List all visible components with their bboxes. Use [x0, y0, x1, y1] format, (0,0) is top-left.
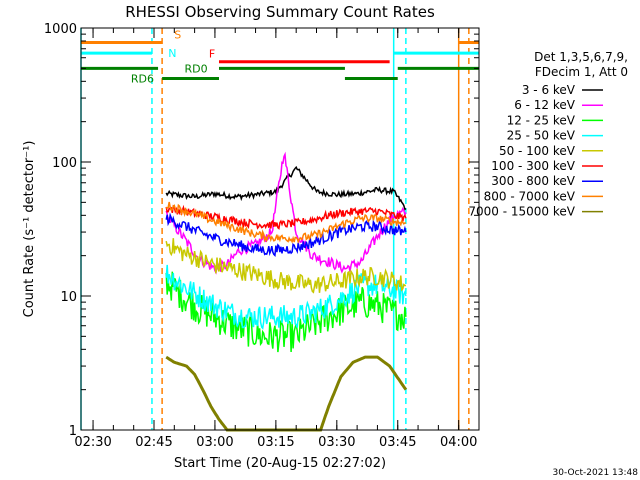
- series-line-50-to-100kev: [165, 238, 407, 294]
- legend-label: 300 - 800 keV: [491, 174, 575, 188]
- legend-label: 3 - 6 keV: [522, 83, 576, 97]
- x-tick-label: 03:30: [318, 435, 355, 450]
- legend-header-line-1: Det 1,3,5,6,7,9,: [534, 50, 628, 64]
- series-line-12-to-25kev: [165, 271, 407, 353]
- legend: Det 1,3,5,6,7,9, FDecim 1, Att 0 3 - 6 k…: [468, 50, 628, 219]
- y-tick-label: 10: [60, 290, 77, 305]
- x-tick-label: 02:30: [74, 435, 111, 450]
- flag-label-rd0: RD0: [184, 62, 207, 75]
- legend-label: 25 - 50 keV: [507, 129, 576, 143]
- y-axis: 1 10 100 1000: [44, 22, 479, 439]
- flag-label-s: S: [174, 28, 181, 41]
- legend-label: 7000 - 15000 keV: [468, 205, 575, 219]
- series-line-800-to-7000kev: [165, 201, 407, 244]
- plot-frame: [80, 27, 480, 431]
- timestamp: 30-Oct-2021 13:48: [553, 468, 639, 478]
- chart-title: RHESSI Observing Summary Count Rates: [125, 3, 435, 21]
- legend-label: 6 - 12 keV: [514, 98, 576, 112]
- x-axis: 02:30 02:45 03:00 03:15 03:30 03:45 04:00: [74, 28, 480, 450]
- y-tick-label: 100: [52, 156, 77, 171]
- x-tick-label: 04:00: [440, 435, 477, 450]
- series-line-6-to-12kev: [165, 151, 407, 275]
- legend-label: 100 - 300 keV: [491, 159, 575, 173]
- vertical-markers: [80, 28, 470, 430]
- x-tick-label: 03:45: [379, 435, 416, 450]
- flag-label-rd6: RD6: [131, 72, 154, 85]
- y-tick-label: 1000: [44, 22, 77, 37]
- legend-label: 800 - 7000 keV: [484, 189, 576, 203]
- x-tick-label: 03:00: [196, 435, 233, 450]
- series-line-3-to-6kev: [165, 165, 407, 211]
- legend-label: 50 - 100 keV: [499, 144, 576, 158]
- series-line-7000-to-15000kev: [165, 355, 408, 432]
- x-tick-label: 03:15: [257, 435, 294, 450]
- legend-label: 12 - 25 keV: [507, 113, 576, 127]
- x-tick-label: 02:45: [135, 435, 172, 450]
- series-line-300-to-800kev: [165, 212, 407, 258]
- series-line-100-to-300kev: [165, 204, 407, 230]
- x-axis-label: Start Time (20-Aug-15 02:27:02): [174, 456, 386, 471]
- flag-label-n: N: [168, 47, 176, 60]
- y-axis-label: Count Rate (s⁻¹ detector⁻¹): [22, 141, 37, 318]
- legend-header-line-2: FDecim 1, Att 0: [535, 65, 628, 79]
- flag-label-f: F: [209, 48, 215, 61]
- series-group: [165, 151, 408, 432]
- y-tick-label: 1: [69, 424, 77, 439]
